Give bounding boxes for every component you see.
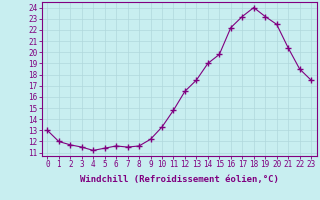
- X-axis label: Windchill (Refroidissement éolien,°C): Windchill (Refroidissement éolien,°C): [80, 175, 279, 184]
